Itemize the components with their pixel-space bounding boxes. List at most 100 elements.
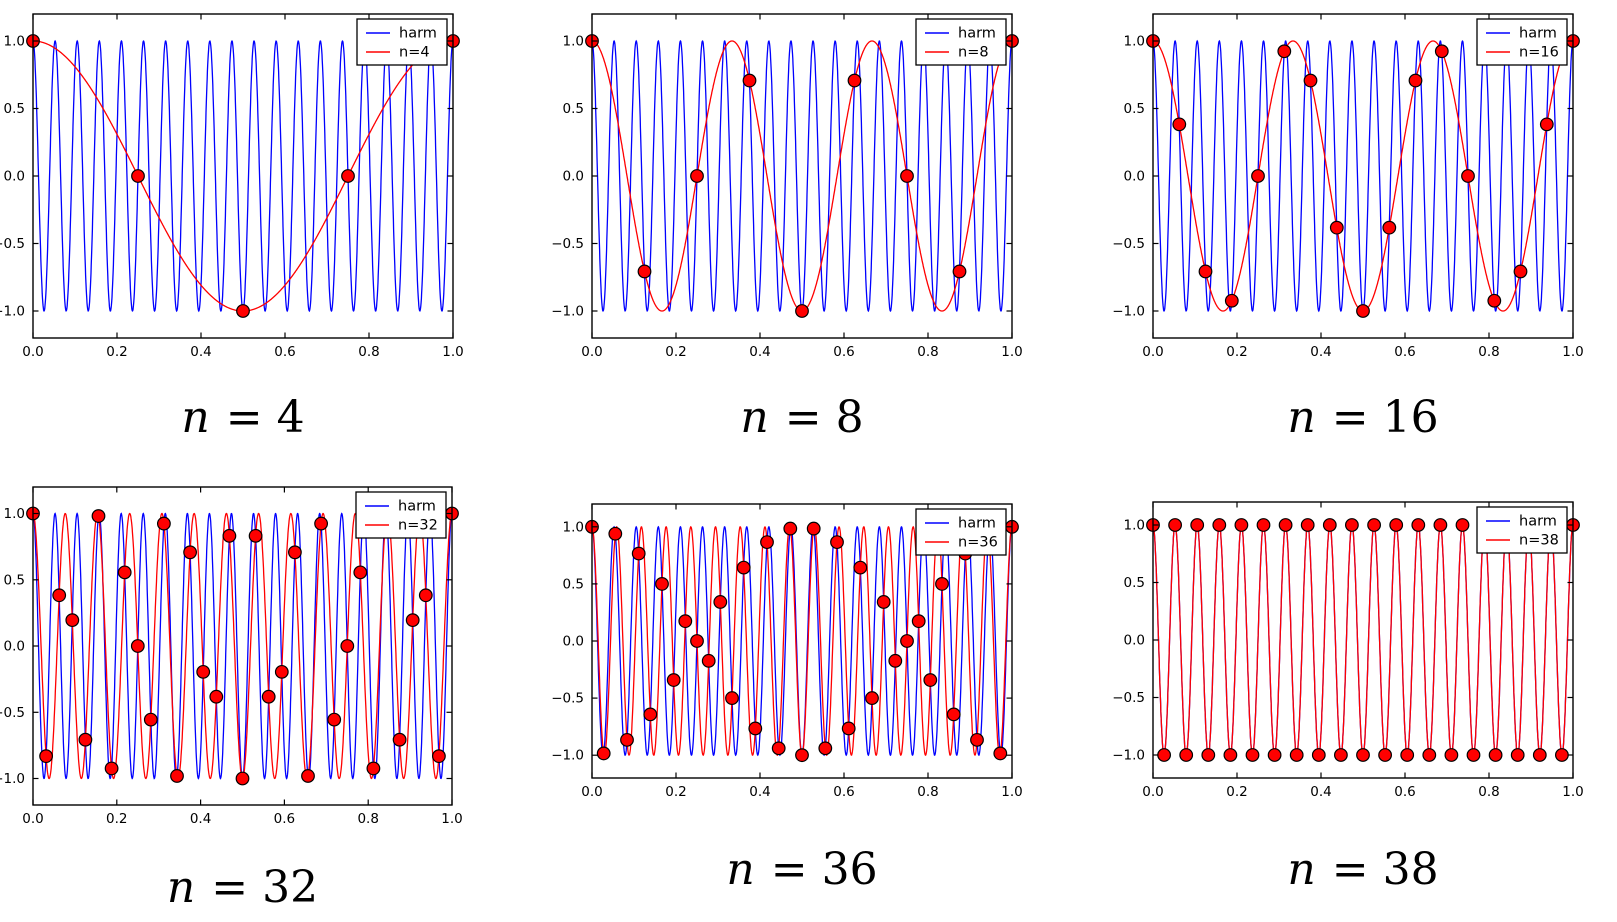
sample-point [1256, 518, 1271, 532]
subplot-n32-caption: n = 32 [166, 862, 319, 913]
sample-point [52, 588, 67, 603]
sample-point [405, 613, 420, 628]
sample-point [1172, 117, 1187, 132]
sample-point [806, 521, 821, 536]
sample-point [1539, 117, 1554, 132]
sample-point [888, 653, 903, 668]
sample-point [170, 769, 184, 783]
x-tick-label: 0.6 [833, 344, 854, 360]
legend-box [355, 491, 447, 539]
sample-point [1300, 518, 1315, 532]
sample-point [1389, 518, 1404, 532]
legend: harm n=4 [356, 18, 448, 66]
sample-point [366, 761, 381, 776]
y-tick-label: −0.5 [1112, 690, 1145, 706]
sample-point [637, 264, 652, 279]
legend-box [915, 508, 1007, 556]
sample-point [418, 588, 433, 603]
x-tick-label: 0.2 [665, 784, 686, 800]
sample-point [1344, 518, 1359, 532]
y-tick-label: 1.0 [1124, 518, 1145, 534]
y-tick-label: −0.5 [0, 236, 25, 252]
sample-point [1223, 748, 1238, 762]
sample-point [596, 746, 611, 761]
sample-point [261, 689, 276, 704]
ticks: 0.0 0.2 0.4 0.6 0.8 1.0 −1.0 −0.5 0.0 0.5 1.0 [0, 14, 464, 360]
sample-point [432, 749, 446, 764]
ticks: 0.0 0.2 0.4 0.6 0.8 1.0 −1.0 −0.5 0.0 0.5 1.0 [551, 14, 1023, 360]
subplot-n38-axes: 0.0 0.2 0.4 0.6 0.8 1.0 −1.0 −0.5 0.0 0.5 1.0 harm n… [1112, 501, 1584, 800]
legend-harm-label: harm [1519, 514, 1557, 530]
sample-point [690, 634, 704, 648]
sample-point [690, 169, 704, 183]
sample-point [209, 689, 224, 704]
x-tick-label: 1.0 [1001, 784, 1022, 800]
sample-point [830, 535, 844, 550]
x-tick-label: 0.4 [190, 344, 211, 360]
sample-point [1157, 748, 1172, 762]
ticks: 0.0 0.2 0.4 0.6 0.8 1.0 −1.0 −0.5 0.0 0.5 1.0 [1112, 14, 1584, 360]
sample-point [847, 73, 862, 88]
sample-points [26, 506, 459, 786]
legend-alias-label: n=8 [958, 45, 989, 61]
sample-point [865, 691, 879, 705]
legend-box [1476, 18, 1568, 66]
y-tick-label: 1.0 [563, 34, 584, 50]
y-tick-label: 0.5 [4, 572, 25, 588]
x-tick-label: 0.6 [833, 784, 854, 800]
legend: harm n=8 [915, 18, 1007, 66]
sample-point [117, 565, 132, 580]
sample-point [1356, 748, 1370, 762]
sample-point [183, 545, 198, 560]
x-tick-label: 0.2 [106, 811, 127, 827]
y-tick-label: −1.0 [0, 771, 25, 787]
subplot-n8-caption: n = 8 [740, 392, 864, 443]
sample-point [876, 595, 891, 609]
sample-point [1329, 220, 1344, 235]
sample-point [248, 528, 263, 543]
sample-point [1433, 518, 1448, 532]
alias-curve [1152, 523, 1574, 757]
sample-point [143, 712, 158, 727]
x-tick-label: 0.2 [1226, 784, 1247, 800]
y-tick-label: −0.5 [551, 236, 584, 252]
x-tick-label: 0.0 [22, 811, 43, 827]
y-tick-label: 0.5 [4, 101, 25, 117]
legend-alias-label: n=36 [958, 535, 998, 551]
x-tick-label: 0.4 [1310, 344, 1331, 360]
sample-point [1466, 748, 1481, 762]
legend: harm n=32 [355, 491, 447, 539]
sample-point [1461, 169, 1475, 183]
sample-point [1488, 748, 1503, 762]
sample-point [1278, 518, 1293, 532]
sample-point [1487, 293, 1502, 308]
sample-point [236, 304, 250, 318]
sample-point [78, 732, 93, 747]
y-tick-label: −0.5 [0, 705, 25, 721]
x-tick-label: 0.6 [274, 811, 295, 827]
sample-point [795, 304, 809, 318]
sample-point [222, 528, 237, 543]
legend: harm n=16 [1476, 18, 1568, 66]
x-tick-label: 1.0 [1562, 784, 1583, 800]
sample-point [1356, 304, 1370, 318]
sample-point [900, 169, 914, 183]
y-tick-label: 0.5 [563, 576, 584, 592]
sample-point [1251, 169, 1265, 183]
subplot-n36-caption: n = 36 [726, 844, 878, 895]
sample-point [1234, 518, 1249, 532]
y-tick-label: 0.0 [4, 169, 25, 185]
sample-point [1333, 748, 1348, 762]
x-tick-label: 0.2 [1226, 344, 1247, 360]
sample-point [713, 595, 728, 609]
sample-point [1422, 748, 1437, 762]
sample-point [1408, 73, 1423, 88]
sample-point [1555, 748, 1569, 762]
sample-point [314, 516, 329, 531]
sample-point [1277, 44, 1292, 59]
y-tick-label: 0.0 [1124, 169, 1145, 185]
subplot-n16-caption: n = 16 [1287, 392, 1439, 443]
y-tick-label: −0.5 [551, 691, 584, 707]
legend-harm-label: harm [958, 26, 996, 42]
